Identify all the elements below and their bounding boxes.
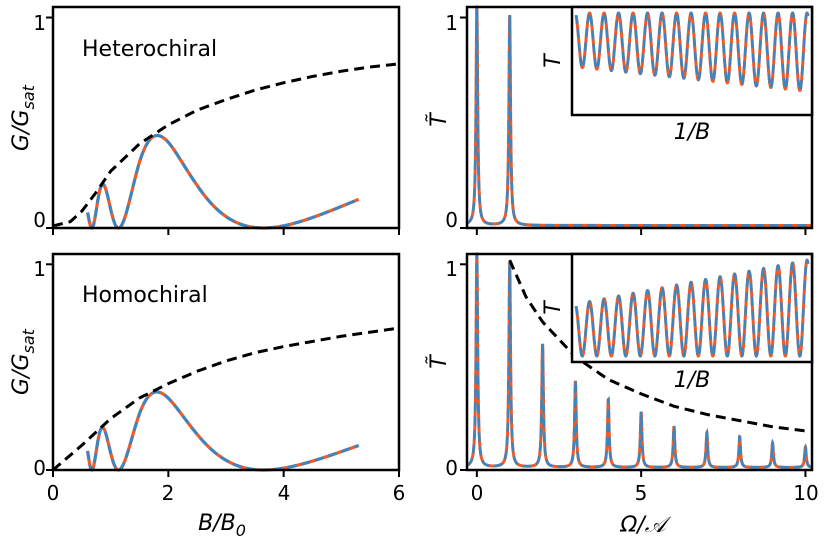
x-tick-label: 6 <box>393 481 406 505</box>
inset-curve-blue-dashed <box>574 258 810 358</box>
y-axis-label: G/Gsat <box>9 84 38 151</box>
y-axis-label-main: G/G <box>9 109 34 151</box>
panel-bottom-left-curves <box>52 326 400 472</box>
homochiral-label: Homochiral <box>82 283 208 308</box>
panel-top-left-ticks <box>46 16 400 235</box>
y-axis-label-sub: sat <box>19 328 38 353</box>
x-tick-label: 2 <box>162 481 175 505</box>
y-tick-label: 1 <box>445 11 458 35</box>
y-axis-label: T̃ <box>426 112 452 127</box>
inset-x-label: 1/B <box>674 368 711 393</box>
x-tick-label: 10 <box>793 481 818 505</box>
inset-bottom: T 1/B <box>541 252 814 393</box>
inset-top-curves <box>574 11 810 93</box>
y-tick-label: 0 <box>33 208 46 232</box>
panel-top-left: Heterochiral 1 0 G/Gsat <box>9 5 401 235</box>
x-tick-label: 4 <box>278 481 291 505</box>
spectrum-curve-blue-dashed <box>466 5 812 227</box>
panel-bottom-right-curves <box>466 252 813 469</box>
y-axis-label-main: G/G <box>9 353 34 395</box>
x-axis-label: Ω/𝒜 <box>619 513 671 538</box>
x-tick-label: 0 <box>47 481 60 505</box>
y-axis-label: G/Gsat <box>9 328 38 395</box>
x-tick-label: 5 <box>635 481 648 505</box>
inset-x-label: 1/B <box>674 120 711 145</box>
inset-bottom-curves <box>574 258 810 358</box>
panel-bottom-left: Homochiral 1 0 G/Gsat 0 2 4 6 B/B0 <box>9 252 406 540</box>
x-tick-label: 0 <box>471 481 484 505</box>
panel-top-right-curves <box>466 5 812 227</box>
panel-bottom-right-ticks <box>460 263 807 477</box>
panel-bottom-left-frame <box>51 252 401 472</box>
y-tick-label: 1 <box>33 257 46 281</box>
x-axis-label: B/B0 <box>198 511 246 540</box>
panel-top-right-ticks <box>460 16 807 235</box>
x-axis-label-sub: 0 <box>236 521 246 540</box>
heterochiral-envelope-dashed <box>52 62 400 228</box>
panel-top-left-frame <box>51 5 401 230</box>
inset-top: T 1/B <box>541 5 814 145</box>
homochiral-envelope-dashed <box>52 326 400 472</box>
inset-y-label: T <box>541 53 566 68</box>
oscillation-curve-orange <box>86 133 361 230</box>
panel-top-left-curves <box>52 62 400 230</box>
y-tick-label: 0 <box>33 456 46 480</box>
x-axis-label-main: B/B <box>198 511 236 536</box>
inset-curve-blue-dashed <box>574 11 810 92</box>
y-tick-label: 1 <box>33 11 46 35</box>
y-tick-label: 0 <box>445 208 458 232</box>
inset-bottom-frame <box>570 252 814 364</box>
y-tick-label: 1 <box>445 257 458 281</box>
y-tick-label: 0 <box>445 456 458 480</box>
oscillation-curve-blue-dashed <box>86 390 360 472</box>
spectrum-curve-blue-dashed <box>466 252 813 469</box>
panel-bottom-right: 1 0 T̃ 0 5 10 Ω/𝒜 T 1/B <box>426 252 819 538</box>
y-axis-label: T̃ <box>426 354 452 369</box>
panel-top-right: 1 0 T̃ T 1/B <box>426 5 814 235</box>
decay-envelope-dashed <box>508 259 806 433</box>
inset-y-label: T <box>541 300 566 315</box>
y-axis-label-sub: sat <box>19 84 38 109</box>
panel-bottom-left-ticks <box>46 263 400 477</box>
heterochiral-label: Heterochiral <box>82 37 217 62</box>
oscillation-curve-blue-dashed <box>86 134 360 230</box>
inset-top-frame <box>570 5 814 117</box>
